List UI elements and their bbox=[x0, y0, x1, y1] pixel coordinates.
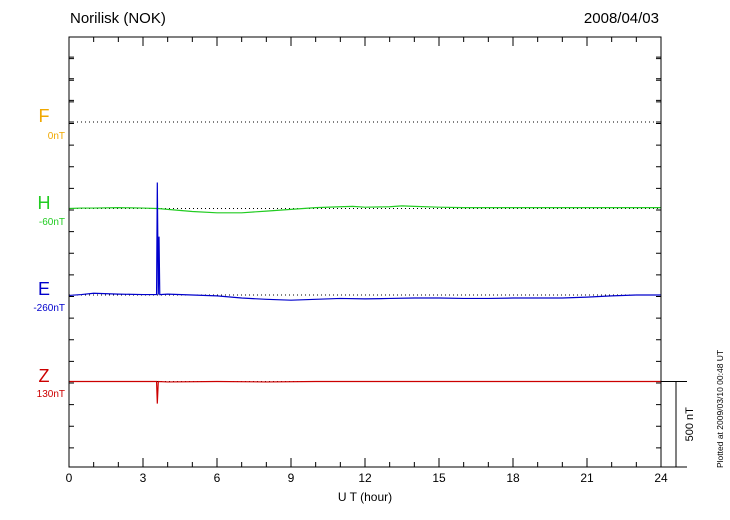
series-line-z bbox=[69, 380, 661, 404]
series-line-h bbox=[68, 205, 661, 214]
x-tick-label: 12 bbox=[358, 471, 372, 485]
component-label-z: Z bbox=[38, 366, 50, 386]
component-offset-z: 130nT bbox=[36, 389, 65, 400]
x-tick-label: 9 bbox=[288, 471, 295, 485]
component-label-f: F bbox=[38, 106, 50, 126]
component-label-h: H bbox=[37, 193, 51, 213]
date-label: 2008/04/03 bbox=[583, 10, 659, 27]
component-offset-e: -260nT bbox=[33, 303, 65, 314]
scale-bar: 500 nT bbox=[661, 381, 696, 468]
station-title: Norilisk (NOK) bbox=[70, 10, 166, 27]
plot-frame bbox=[68, 36, 662, 468]
x-tick-label: 18 bbox=[506, 471, 520, 485]
x-tick-label: 21 bbox=[580, 471, 594, 485]
x-tick-label: 15 bbox=[432, 471, 446, 485]
x-tick-label: 24 bbox=[654, 471, 668, 485]
x-tick-labels: 0 3 6 9 12 15 18 21 24 bbox=[66, 471, 668, 485]
component-offset-f: 0nT bbox=[47, 131, 65, 142]
scale-bar-label: 500 nT bbox=[684, 407, 696, 442]
series-layer bbox=[68, 182, 661, 404]
x-tick-label: 6 bbox=[214, 471, 221, 485]
x-tick-label: 0 bbox=[66, 471, 73, 485]
x-axis-title: U T (hour) bbox=[338, 490, 392, 504]
series-line-e bbox=[68, 182, 661, 301]
x-tick-label: 3 bbox=[140, 471, 147, 485]
component-label-e: E bbox=[37, 279, 50, 299]
component-offset-h: -60nT bbox=[38, 217, 65, 228]
